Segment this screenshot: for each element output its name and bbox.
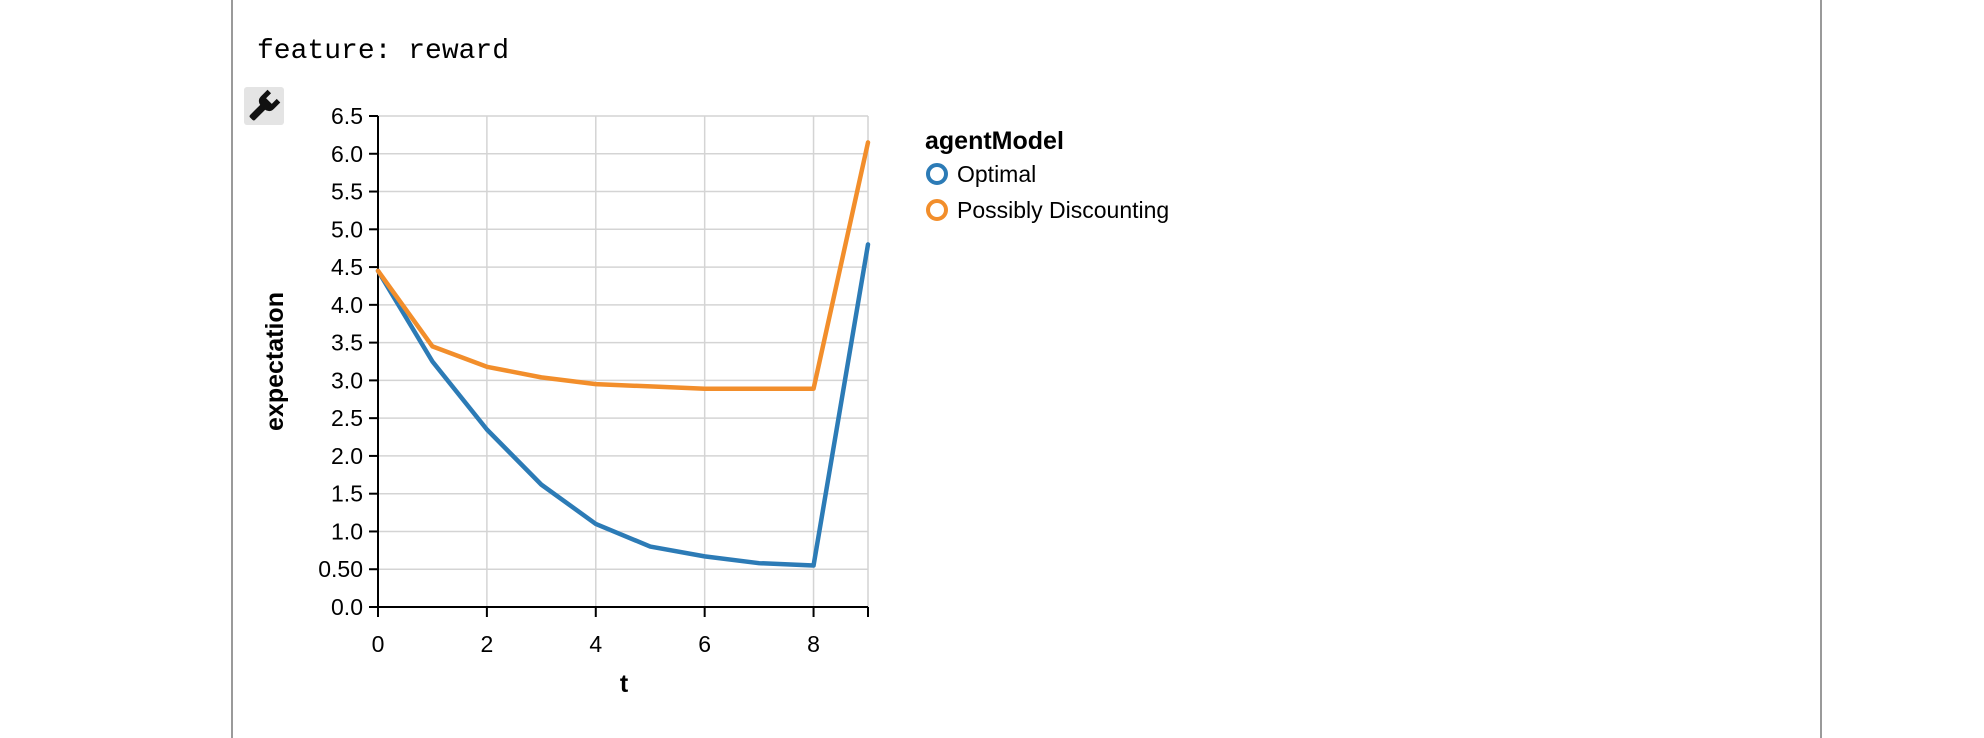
wrench-icon[interactable]	[244, 87, 284, 125]
series-line-possibly-discounting	[375, 140, 871, 391]
y-tick-label: 5.0	[331, 216, 363, 242]
axes: 0.0 0.50 1.0 1.5 2.0 2.5 3.0 3.5 4.0 4.5 5.0 5.5 6.0…	[318, 103, 869, 657]
y-tick-label: 1.5	[331, 481, 363, 507]
x-tick-label: 0	[372, 631, 385, 657]
y-tick-label: 4.5	[331, 254, 363, 280]
y-tick-label: 5.5	[331, 179, 363, 205]
x-tick-label: 2	[480, 631, 493, 657]
y-tick-label: 3.5	[331, 330, 363, 356]
legend[interactable]: agentModel Optimal Possibly Discounting	[925, 127, 1169, 223]
y-tick-label: 3.0	[331, 367, 363, 393]
legend-label-1: Possibly Discounting	[957, 197, 1169, 223]
y-axis-title: expectation	[261, 292, 289, 431]
y-tick-label: 0.50	[318, 556, 363, 582]
legend-title: agentModel	[925, 127, 1064, 155]
y-tick-label: 6.5	[331, 103, 363, 129]
series-lines	[375, 140, 871, 568]
feature-label: feature: reward	[257, 36, 510, 67]
y-tick-label: 4.0	[331, 292, 363, 318]
y-tick-label: 0.0	[331, 594, 363, 620]
y-tick-label: 2.5	[331, 405, 363, 431]
y-tick-label: 6.0	[331, 141, 363, 167]
x-tick-label: 6	[698, 631, 711, 657]
legend-symbol-0	[926, 163, 948, 185]
x-tick-label: 4	[589, 631, 602, 657]
y-tick-label: 2.0	[331, 443, 363, 469]
series-line-optimal	[375, 242, 871, 568]
output-frame	[231, 0, 1822, 738]
x-axis-title: t	[620, 670, 629, 698]
legend-label-0: Optimal	[957, 161, 1036, 187]
x-tick-label: 8	[807, 631, 820, 657]
y-tick-label: 1.0	[331, 518, 363, 544]
legend-symbol-1	[926, 199, 948, 221]
